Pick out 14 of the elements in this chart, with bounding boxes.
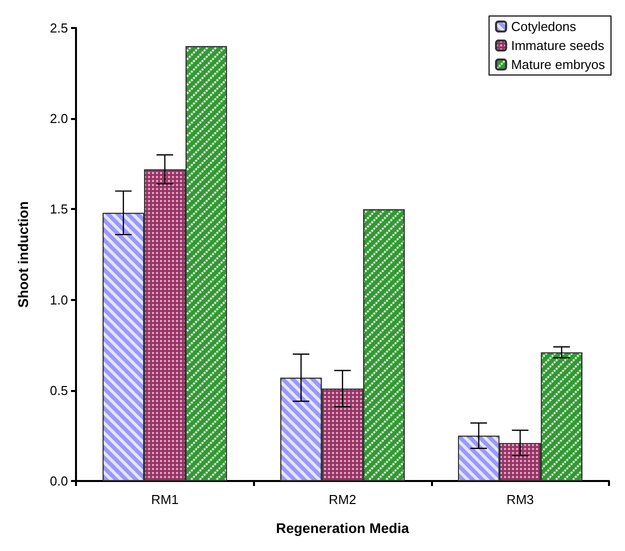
y-tick-label: 1.5 [50, 202, 68, 217]
legend-label: Mature embryos [511, 57, 606, 72]
legend-label: Cotyledons [511, 19, 577, 34]
y-axis-title: Shoot induction [15, 201, 31, 308]
y-tick-label: 2.0 [50, 111, 68, 126]
y-tick-label: 0.0 [50, 474, 68, 488]
y-tick-label: 2.5 [50, 20, 68, 36]
legend-label: Immature seeds [511, 38, 605, 53]
x-tick-label: RM1 [151, 492, 179, 507]
x-tick-label: RM2 [328, 492, 356, 507]
x-axis-title: Regeneration Media [276, 520, 410, 536]
y-tick-label: 0.5 [50, 382, 68, 398]
y-tick-label: 1.0 [50, 292, 68, 308]
x-tick-label: RM3 [506, 492, 534, 507]
